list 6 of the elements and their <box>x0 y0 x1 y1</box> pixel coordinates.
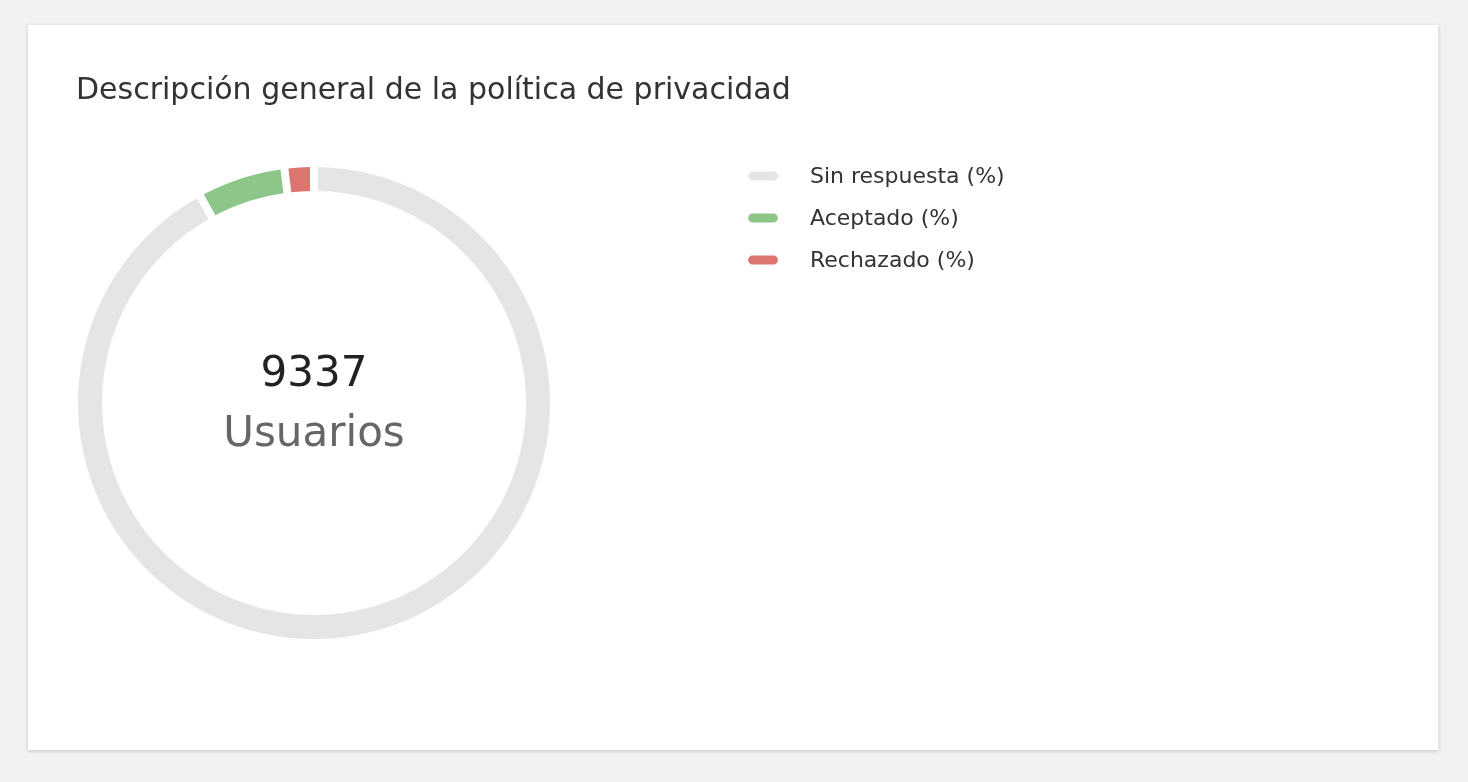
text: 9337 <box>260 347 368 396</box>
text: Usuarios <box>223 407 405 456</box>
legend-label: Sin respuesta (%) <box>810 163 1005 188</box>
legend-label: Rechazado (%) <box>810 247 975 272</box>
legend-label: Aceptado (%) <box>810 205 959 230</box>
chart-title: Descripción general de la política de privacidad <box>76 71 791 106</box>
